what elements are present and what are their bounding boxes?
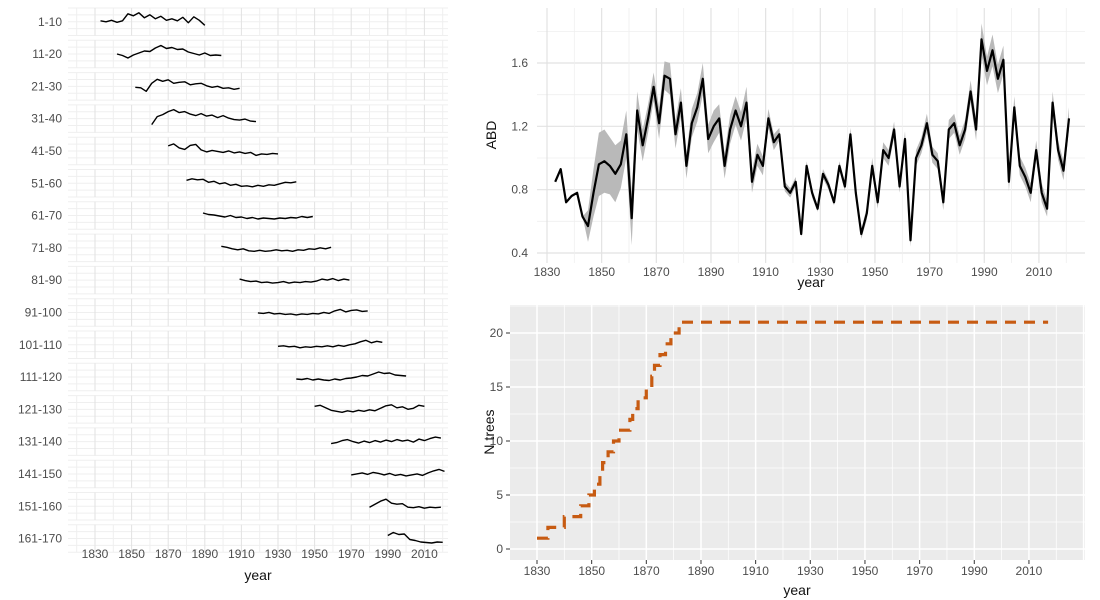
abd-chart-svg: 0.4 0.8 1.2 1.6 1830 1850 1870 1890 1910 1930 1950… [483, 8, 1085, 290]
y-tick-label: 5 [496, 488, 503, 502]
facet-line [167, 143, 279, 157]
x-tick-label: 1990 [961, 564, 988, 578]
abd-line [554, 38, 1071, 242]
x-tick-label: 1890 [688, 564, 715, 578]
facet-label: 121-130 [18, 402, 62, 416]
facet-line [277, 339, 383, 349]
x-tick-label: 1870 [643, 265, 670, 279]
x-tick-label: 1850 [578, 564, 605, 578]
x-tick-label: 1990 [374, 547, 401, 561]
abd-series [554, 23, 1071, 247]
x-tick-label: 1990 [971, 265, 998, 279]
facet-label: 11-20 [32, 47, 62, 61]
abd-chart: 0.4 0.8 1.2 1.6 1830 1850 1870 1890 1910 1930 1950… [480, 0, 1100, 290]
abd-x-axis-title: year [797, 274, 825, 290]
x-tick-label: 1890 [698, 265, 725, 279]
x-tick-label: 2010 [1016, 564, 1043, 578]
facet-label: 1-10 [38, 15, 62, 29]
facet-label: 71-80 [31, 241, 62, 255]
ntrees-axis-labels: 0 5 10 15 20 1830 1850 1870 1890 1910 1930 1950 1970… [490, 326, 1043, 578]
x-tick-label: 1850 [118, 547, 145, 561]
x-tick-label: 1970 [916, 265, 943, 279]
facet-label: 161-170 [18, 532, 62, 546]
ntrees-step-line [537, 320, 1049, 540]
x-tick-label: 1830 [524, 564, 551, 578]
facet-x-axis-title: year [244, 567, 272, 583]
x-tick-label: 1910 [742, 564, 769, 578]
x-tick-label: 1950 [862, 265, 889, 279]
facet-label: 101-110 [19, 338, 62, 352]
x-tick-label: 1930 [807, 265, 834, 279]
ntrees-chart-svg: 0 5 10 15 20 1830 1850 1870 1890 1910 1930 1950 1970… [481, 305, 1085, 598]
x-tick-label: 1970 [338, 547, 365, 561]
y-tick-label: 1.6 [511, 56, 528, 70]
ntrees-y-axis-title: N trees [481, 409, 497, 454]
facet-label: 31-40 [31, 112, 62, 126]
x-tick-label: 1830 [82, 547, 109, 561]
facet-line [330, 436, 442, 445]
facet-line [186, 178, 297, 188]
facet-line [296, 371, 407, 382]
facet-line [387, 531, 443, 544]
x-tick-label: 1830 [534, 265, 561, 279]
facet-line [369, 498, 441, 509]
facet-label: 41-50 [31, 144, 62, 158]
x-tick-label: 1910 [228, 547, 255, 561]
x-tick-label: 1950 [301, 547, 328, 561]
facet-series-lines [100, 12, 445, 544]
facet-gridlines [68, 7, 448, 553]
abd-axis-labels: 0.4 0.8 1.2 1.6 1830 1850 1870 1890 1910 1930 1950… [511, 56, 1052, 279]
y-tick-label: 15 [490, 380, 504, 394]
facet-label: 131-140 [18, 435, 62, 449]
facet-label: 141-150 [18, 467, 62, 481]
x-tick-label: 1930 [797, 564, 824, 578]
panel-background [510, 305, 1085, 560]
x-tick-label: 1970 [906, 564, 933, 578]
y-tick-label: 1.2 [511, 119, 528, 133]
x-tick-label: 1870 [633, 564, 660, 578]
facet-line [100, 12, 206, 26]
facet-line [116, 44, 222, 59]
x-tick-label: 1850 [588, 265, 615, 279]
x-tick-label: 1910 [752, 265, 779, 279]
y-tick-label: 20 [490, 326, 504, 340]
facet-line [257, 308, 368, 316]
y-tick-label: 0.4 [511, 246, 528, 260]
facet-line [135, 78, 240, 93]
abd-gridlines [537, 8, 1085, 263]
facet-label: 61-70 [31, 209, 62, 223]
facet-label: 91-100 [25, 305, 63, 319]
ntrees-chart: 0 5 10 15 20 1830 1850 1870 1890 1910 1930 1950 1970… [480, 290, 1100, 600]
x-tick-label: 2010 [411, 547, 438, 561]
facet-label: 21-30 [31, 79, 62, 93]
facet-line [202, 212, 313, 220]
facet-line [239, 277, 350, 284]
ntrees-step-line-group [537, 320, 1049, 540]
x-tick-label: 1890 [191, 547, 218, 561]
x-tick-label: 2010 [1026, 265, 1053, 279]
facet-label: 51-60 [31, 176, 62, 190]
facet-line [351, 468, 445, 477]
x-tick-label: 1870 [155, 547, 182, 561]
x-tick-label: 1950 [852, 564, 879, 578]
y-tick-label: 10 [490, 434, 504, 448]
ntrees-x-axis-title: year [783, 582, 811, 598]
y-tick-label: 0.8 [511, 183, 528, 197]
facet-line [314, 404, 425, 413]
facet-label: 151-160 [18, 499, 62, 513]
x-tick-label: 1930 [265, 547, 292, 561]
ntrees-panel [510, 305, 1085, 560]
y-tick-label: 0 [496, 542, 503, 556]
facet-label: 81-90 [31, 273, 62, 287]
abd-y-axis-title: ABD [483, 121, 499, 150]
facet-axis-labels: 1-10 11-20 21-30 31-40 41-50 51-60 61-70 71-80 8… [18, 15, 438, 561]
facet-chart: 1-10 11-20 21-30 31-40 41-50 51-60 61-70 71-80 8… [0, 0, 480, 600]
facet-chart-svg: 1-10 11-20 21-30 31-40 41-50 51-60 61-70 71-80 8… [18, 7, 448, 583]
facet-label: 111-120 [20, 370, 63, 384]
facet-line [221, 245, 332, 253]
facet-line [151, 108, 257, 125]
